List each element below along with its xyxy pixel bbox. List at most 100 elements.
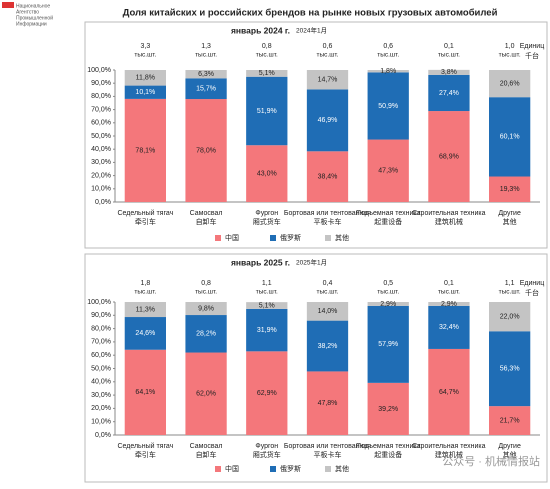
bar-segment (246, 308, 288, 352)
bar-segment (428, 305, 470, 349)
x-tick-label-zh: 牵引车 (135, 217, 156, 226)
y-tick-label: 50,0% (91, 365, 111, 372)
value-label: 43,0% (257, 170, 277, 177)
x-tick-label: Самосвал (190, 210, 223, 217)
bar-segment (246, 351, 288, 435)
bar-segment (489, 176, 531, 202)
x-tick-label: Бортовая или тентованная (284, 210, 371, 217)
y-tick-label: 90,0% (91, 80, 111, 87)
total-label: 1,3 (201, 43, 211, 50)
total-unit: тыс.шт. (256, 52, 278, 59)
value-label: 19,3% (500, 186, 520, 193)
x-tick-label: Бортовая или тентованная (284, 443, 371, 450)
total-label: 3,3 (140, 43, 150, 50)
legend-swatch (215, 235, 221, 241)
value-label: 60,1% (500, 134, 520, 141)
panel (84, 253, 548, 483)
total-unit: тыс.шт. (377, 289, 399, 296)
value-label: 62,0% (196, 391, 216, 398)
value-label: 2,9% (441, 301, 457, 308)
total-unit: тыс.шт. (317, 289, 339, 296)
page-title: Доля китайских и российских брендов на р… (123, 8, 498, 19)
x-tick-label-zh: 其他 (503, 450, 517, 459)
y-tick-label: 0,0% (95, 199, 111, 206)
value-label: 27,4% (439, 90, 459, 97)
watermark: 公众号 · 机械情报站 (442, 454, 540, 468)
value-label: 11,3% (136, 306, 155, 313)
x-tick-label-zh: 建筑机械 (435, 450, 463, 459)
legend-label: 中国 (225, 464, 239, 473)
value-label: 47,8% (318, 400, 338, 407)
bar-segment (428, 302, 470, 306)
y-tick-label: 40,0% (91, 379, 111, 386)
legend-swatch (270, 235, 276, 241)
bar-segment (306, 320, 349, 372)
value-label: 5,1% (259, 302, 275, 309)
y-tick-label: 30,0% (91, 392, 111, 399)
value-label: 38,2% (318, 343, 338, 350)
bar-segment (489, 331, 531, 407)
bar-segment (367, 72, 409, 140)
value-label: 14,7% (318, 77, 338, 84)
bar-segment (367, 70, 409, 73)
bar-segment (367, 382, 409, 435)
total-unit: тыс.шт. (195, 289, 217, 296)
bar-segment (185, 302, 227, 316)
total-unit: тыс.шт. (195, 52, 217, 59)
value-label: 47,3% (378, 168, 398, 175)
unit-label: 千台 (525, 51, 539, 60)
y-tick-label: 100,0% (87, 67, 111, 74)
bar-segment (489, 97, 531, 177)
unit-label: Единиц (520, 280, 544, 287)
bar-segment (428, 111, 470, 202)
total-label: 0,5 (383, 280, 393, 287)
value-label: 39,2% (378, 406, 398, 413)
x-tick-label-zh: 牵引车 (135, 450, 156, 459)
x-tick-label-zh: 厢式货车 (253, 450, 281, 459)
total-unit: тыс.шт. (377, 52, 399, 59)
unit-label: 千台 (525, 288, 539, 297)
bar-segment (185, 70, 227, 79)
bar-segment (489, 302, 531, 332)
y-tick-label: 60,0% (91, 120, 111, 127)
value-label: 64,1% (135, 389, 155, 396)
bar-segment (246, 302, 288, 309)
chart-title-zh: 2024年1月 (296, 26, 327, 35)
y-tick-label: 20,0% (91, 405, 111, 412)
bar-segment (246, 70, 288, 77)
value-label: 78,1% (135, 147, 155, 154)
y-tick-label: 10,0% (91, 419, 111, 426)
total-unit: тыс.шт. (499, 289, 521, 296)
x-tick-label-zh: 平板卡车 (314, 450, 342, 459)
y-tick-label: 80,0% (91, 325, 111, 332)
y-tick-label: 100,0% (87, 299, 111, 306)
bar-segment (246, 76, 288, 146)
legend-label: 中国 (225, 233, 239, 242)
legend-label: 其他 (335, 233, 349, 242)
value-label: 50,9% (378, 103, 398, 110)
bar-segment (124, 302, 166, 318)
y-tick-label: 20,0% (91, 172, 111, 179)
value-label: 15,7% (196, 86, 216, 93)
value-label: 46,9% (318, 117, 338, 124)
x-tick-label: Фургон (255, 210, 278, 217)
value-label: 20,6% (500, 80, 520, 87)
bar-segment (306, 70, 349, 90)
legend-label: 俄罗斯 (280, 464, 301, 473)
chart-title-zh: 2025年1月 (296, 258, 327, 267)
bar-segment (124, 70, 166, 86)
y-tick-label: 0,0% (95, 432, 111, 439)
value-label: 21,7% (500, 417, 520, 424)
bar-segment (124, 317, 166, 350)
total-unit: тыс.шт. (499, 52, 521, 59)
total-unit: тыс.шт. (256, 289, 278, 296)
legend-swatch (325, 235, 331, 241)
value-label: 2,9% (380, 301, 396, 308)
total-unit: тыс.шт. (134, 52, 156, 59)
value-label: 56,3% (500, 366, 520, 373)
x-tick-label: Другие (498, 443, 521, 450)
y-tick-label: 40,0% (91, 146, 111, 153)
y-tick-label: 30,0% (91, 159, 111, 166)
unit-label: Единиц (520, 43, 544, 50)
